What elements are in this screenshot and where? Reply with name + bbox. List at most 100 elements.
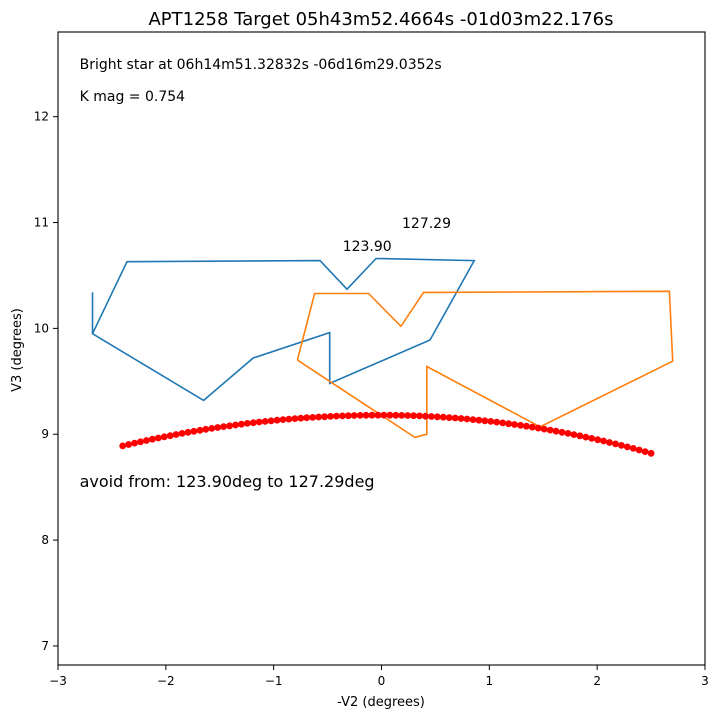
- x-tick-label: −2: [157, 674, 175, 688]
- series-2-point: [463, 415, 471, 423]
- series-2-point: [552, 427, 560, 435]
- series-2-point: [119, 442, 127, 450]
- y-tick-label: 12: [34, 110, 49, 124]
- series-2-point: [511, 421, 518, 428]
- series-2-point: [166, 432, 174, 440]
- series-2-point: [184, 428, 192, 436]
- series-2-point: [285, 415, 293, 423]
- series-2-point: [196, 426, 204, 434]
- series-2-point: [255, 418, 263, 426]
- series-2-point: [594, 436, 602, 444]
- series-2-point: [612, 440, 619, 448]
- series-2-point: [160, 433, 168, 441]
- series-2-point: [303, 414, 311, 422]
- series-2-point: [540, 425, 548, 433]
- series-2-point: [368, 411, 376, 419]
- series-2-point: [439, 413, 447, 421]
- series-2-point: [190, 427, 198, 435]
- series-2-point: [208, 425, 216, 432]
- series-2-point: [428, 413, 435, 420]
- series-2-point: [517, 421, 524, 429]
- series-2-point: [600, 437, 607, 445]
- series-2-point: [475, 416, 483, 424]
- series-2-point: [523, 422, 530, 430]
- series-2-point: [570, 431, 578, 438]
- series-2-point: [499, 419, 507, 427]
- series-2-point: [641, 448, 649, 455]
- series-2-point: [321, 413, 328, 421]
- series-2-point: [232, 421, 239, 429]
- series-2-point: [327, 413, 334, 420]
- series-2-point: [149, 435, 156, 443]
- series-2-point: [380, 411, 388, 419]
- series-2-point: [261, 418, 269, 425]
- annotation-text: avoid from: 123.90deg to 127.29deg: [80, 472, 375, 491]
- series-2-point: [576, 432, 584, 440]
- series-2-point: [244, 420, 251, 427]
- x-tick-label: 3: [701, 674, 709, 688]
- series-2-point: [226, 422, 234, 430]
- series-2-point: [618, 442, 625, 449]
- series-2-point: [410, 412, 417, 420]
- series-2-point: [493, 418, 501, 426]
- series-2-point: [172, 431, 180, 438]
- series-2-point: [315, 413, 322, 421]
- y-tick-label: 7: [41, 639, 49, 653]
- series-2-point: [457, 415, 465, 422]
- series-2-point: [629, 445, 637, 452]
- series-2-point: [404, 412, 412, 419]
- series-2-point: [238, 420, 245, 428]
- series-2-point: [202, 425, 210, 433]
- chart-title: APT1258 Target 05h43m52.4664s -01d03m22.…: [148, 9, 613, 30]
- series-2-point: [362, 411, 370, 419]
- series-2-point: [356, 412, 364, 419]
- series-0-line: [91, 257, 476, 402]
- x-tick-label: −1: [265, 674, 283, 688]
- series-2-point: [273, 416, 281, 424]
- series-2-point: [434, 413, 441, 421]
- x-axis-label: -V2 (degrees): [337, 695, 425, 710]
- y-tick-label: 9: [41, 427, 49, 441]
- series-2-point: [309, 414, 317, 421]
- x-tick-label: 2: [593, 674, 601, 688]
- series-2-point: [339, 412, 346, 420]
- x-tick-label: 1: [486, 674, 494, 688]
- series-2-point: [451, 414, 459, 422]
- series-2-point: [131, 439, 139, 447]
- annotation-text: 127.29: [402, 216, 451, 232]
- series-2-point: [534, 424, 542, 432]
- series-2-point: [564, 430, 572, 437]
- series-2-point: [267, 417, 275, 425]
- series-2-point: [469, 416, 477, 423]
- series-2-point: [125, 441, 132, 448]
- series-2-point: [249, 419, 257, 427]
- x-tick-label: 0: [378, 674, 386, 688]
- plot-area: [91, 257, 674, 457]
- series-2-point: [350, 412, 358, 419]
- series-2-point: [291, 415, 299, 422]
- series-2-point: [344, 412, 352, 420]
- series-2-point: [623, 443, 631, 451]
- series-2-point: [635, 446, 643, 454]
- series-2-point: [279, 416, 287, 423]
- series-2-point: [582, 433, 590, 441]
- series-2-point: [398, 412, 406, 419]
- series-2-point: [137, 438, 144, 446]
- y-tick-label: 11: [34, 216, 49, 230]
- series-2-point: [374, 411, 382, 419]
- y-tick-label: 10: [34, 321, 49, 335]
- series-2-point: [154, 434, 162, 442]
- series-2-point: [297, 414, 305, 422]
- annotation-text: K mag = 0.754: [80, 89, 186, 105]
- series-2-point: [333, 412, 340, 420]
- y-tick-label: 8: [41, 533, 49, 547]
- series-2-point: [481, 417, 489, 425]
- series-2-point: [505, 420, 512, 428]
- series-2-point: [558, 428, 566, 436]
- plot-frame: [57, 31, 706, 666]
- annotation-text: 123.90: [343, 239, 392, 255]
- series-1-line: [296, 290, 674, 439]
- series-2-point: [143, 437, 150, 444]
